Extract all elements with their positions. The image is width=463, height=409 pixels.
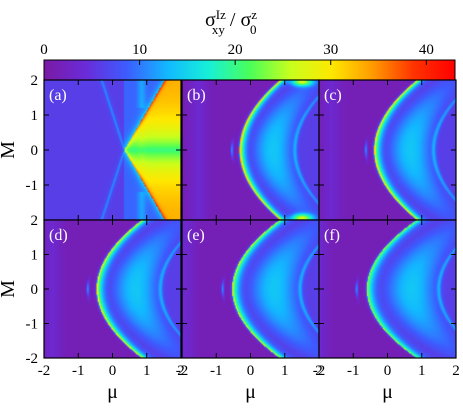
heatmap-image bbox=[182, 80, 319, 220]
heatmap-panels: (a) (b) (c) (d) (e) (f) bbox=[43, 79, 457, 359]
y-tick-label: 1 bbox=[31, 108, 39, 124]
colorbar-tick-label: 40 bbox=[419, 42, 434, 58]
x-tick-label: 1 bbox=[143, 363, 151, 379]
x-tick-label: -1 bbox=[347, 363, 360, 379]
x-tick-label: 0 bbox=[384, 363, 392, 379]
heatmap-image bbox=[319, 220, 456, 358]
x-tick-label: -2 bbox=[176, 363, 189, 379]
x-tick-label: 0 bbox=[247, 363, 255, 379]
heatmap-panel-3: (c) bbox=[318, 79, 457, 221]
colorbar-title: σIz xy / σz 0 bbox=[205, 7, 257, 37]
y-tick-label: -2 bbox=[26, 351, 39, 367]
colorbar-gradient bbox=[43, 59, 456, 81]
colorbar-tick-label: 10 bbox=[132, 42, 147, 58]
heatmap-panel-1: (a) bbox=[43, 79, 182, 221]
panel-label: (c) bbox=[324, 87, 342, 104]
x-tick-label: 0 bbox=[109, 363, 117, 379]
x-axis-title: μ bbox=[382, 381, 393, 403]
heatmap-image bbox=[44, 220, 181, 358]
heatmap-image bbox=[182, 220, 319, 358]
heatmap-panel-5: (e) bbox=[181, 219, 320, 359]
x-tick-label: 2 bbox=[177, 363, 185, 379]
heatmap-panel-2: (b) bbox=[181, 79, 320, 221]
y-tick-label: 0 bbox=[31, 143, 39, 159]
heatmap-image bbox=[44, 80, 181, 220]
y-tick-label: 0 bbox=[31, 282, 39, 298]
y-axis-title: M bbox=[0, 141, 19, 159]
x-tick-label: 1 bbox=[418, 363, 426, 379]
x-tick-label: 1 bbox=[281, 363, 289, 379]
colorbar: 0 10 20 30 40 bbox=[40, 42, 456, 81]
heatmap-image bbox=[319, 80, 456, 220]
panel-label: (f) bbox=[324, 227, 340, 244]
x-tick-label: -1 bbox=[72, 363, 85, 379]
heatmap-panel-6: (f) bbox=[318, 219, 457, 359]
panel-label: (b) bbox=[187, 87, 206, 104]
colorbar-tick-label: 0 bbox=[40, 42, 48, 58]
x-tick-label: 2 bbox=[452, 363, 460, 379]
heatmap-panel-4: (d) bbox=[43, 219, 182, 359]
x-tick-label: -2 bbox=[313, 363, 326, 379]
y-tick-label: 2 bbox=[31, 73, 39, 89]
x-tick-label: -1 bbox=[210, 363, 223, 379]
y-tick-label: 2 bbox=[31, 213, 39, 229]
colorbar-tick-label: 20 bbox=[228, 42, 243, 58]
x-tick-label: 2 bbox=[315, 363, 323, 379]
x-axis-title: μ bbox=[107, 381, 118, 403]
colorbar-tick-label: 30 bbox=[323, 42, 338, 58]
axes: -1 0 1 2 M -2 -1 0 1 2 M -2 -1 0 1 2 μ -2 -1 0 1 2 μ -2 -1 0 1 2 μ bbox=[0, 73, 460, 403]
y-tick-label: -1 bbox=[26, 178, 39, 194]
panel-label: (a) bbox=[49, 87, 67, 104]
x-axis-title: μ bbox=[245, 381, 256, 403]
y-tick-label: -1 bbox=[26, 317, 39, 333]
panel-label: (d) bbox=[49, 227, 68, 244]
y-axis-title: M bbox=[0, 280, 19, 298]
x-tick-label: -2 bbox=[38, 363, 51, 379]
panel-label: (e) bbox=[187, 227, 205, 244]
y-tick-label: 1 bbox=[31, 248, 39, 264]
